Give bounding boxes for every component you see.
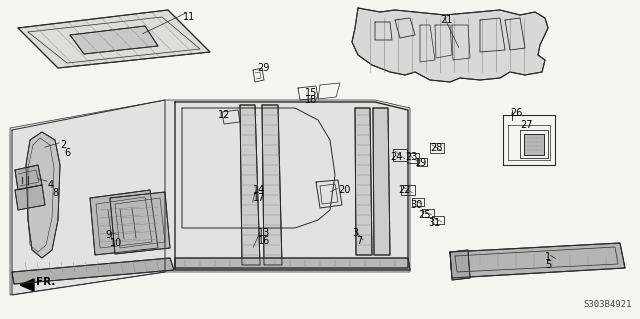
Polygon shape (450, 243, 625, 278)
Text: 2: 2 (60, 140, 67, 150)
Text: 26: 26 (510, 108, 522, 118)
Polygon shape (355, 108, 372, 255)
Text: 9: 9 (105, 230, 111, 240)
Polygon shape (240, 105, 260, 265)
Polygon shape (20, 279, 34, 291)
Text: 23: 23 (405, 152, 417, 162)
Polygon shape (524, 134, 544, 155)
Text: 14: 14 (253, 185, 265, 195)
Text: 24: 24 (390, 152, 403, 162)
Polygon shape (175, 258, 410, 270)
Text: 11: 11 (183, 12, 195, 22)
Text: 3: 3 (352, 228, 358, 238)
Text: 8: 8 (52, 188, 58, 198)
Text: 31: 31 (428, 218, 440, 228)
Text: 18: 18 (305, 95, 317, 105)
Text: 30: 30 (410, 200, 422, 210)
Polygon shape (373, 108, 390, 255)
Polygon shape (18, 10, 210, 68)
Text: 22: 22 (398, 185, 410, 195)
Polygon shape (90, 190, 158, 255)
Polygon shape (262, 105, 282, 265)
Text: 12: 12 (218, 110, 230, 120)
Polygon shape (10, 100, 410, 295)
Polygon shape (352, 8, 548, 82)
Text: 6: 6 (64, 148, 70, 158)
Text: S303B4921: S303B4921 (584, 300, 632, 309)
Polygon shape (110, 192, 170, 254)
Polygon shape (15, 165, 42, 190)
Polygon shape (450, 250, 470, 280)
Text: 4: 4 (48, 180, 54, 190)
Polygon shape (70, 26, 158, 54)
Text: 7: 7 (356, 236, 362, 246)
Polygon shape (26, 132, 60, 258)
Polygon shape (15, 185, 45, 210)
Text: 5: 5 (545, 260, 551, 270)
Polygon shape (12, 258, 174, 284)
Text: FR.: FR. (36, 277, 56, 287)
Text: 15: 15 (305, 88, 317, 98)
Text: 17: 17 (253, 193, 266, 203)
Text: 27: 27 (520, 120, 532, 130)
Text: 29: 29 (257, 63, 269, 73)
Text: 16: 16 (258, 236, 270, 246)
Text: 25: 25 (418, 210, 431, 220)
Text: 1: 1 (545, 252, 551, 262)
Text: 20: 20 (338, 185, 350, 195)
Text: 28: 28 (430, 143, 442, 153)
Text: 21: 21 (440, 15, 452, 25)
Text: 10: 10 (110, 238, 122, 248)
Text: 19: 19 (415, 158, 428, 168)
Text: 13: 13 (258, 228, 270, 238)
